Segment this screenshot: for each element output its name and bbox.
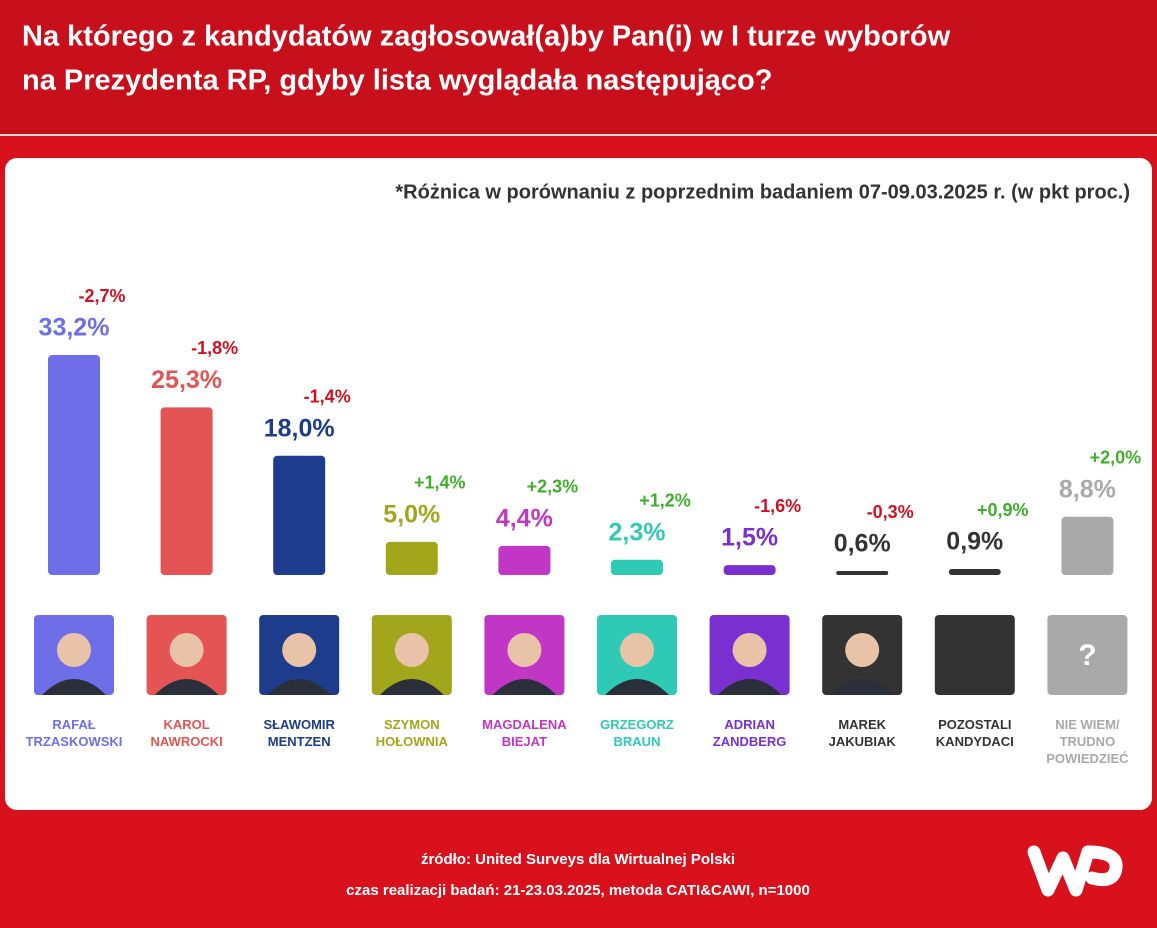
change-label: -2,7%	[78, 286, 125, 306]
photo-head	[620, 633, 654, 667]
source: źródło: United Surveys dla Wirtualnej Po…	[421, 851, 735, 868]
photo-body	[492, 679, 557, 695]
bar	[1061, 516, 1114, 575]
header-band	[0, 0, 1157, 135]
photo	[1047, 615, 1128, 695]
photo-body	[830, 679, 895, 695]
photo-head	[394, 633, 429, 667]
photo-head	[57, 633, 91, 667]
bar	[611, 559, 663, 575]
bar	[48, 355, 100, 575]
category-label: MAREK JAKUBIAK	[828, 717, 896, 749]
photo-body	[605, 679, 669, 695]
category-label: SŁAWOMIR MENTZEN	[263, 717, 335, 749]
bar	[836, 571, 889, 575]
category-label: GRZEGORZ BRAUN	[600, 717, 674, 749]
photo-head	[732, 633, 767, 667]
photo-head	[845, 633, 880, 667]
bar	[498, 545, 551, 575]
category-label: ADRIAN ZANDBERG	[712, 717, 787, 749]
value-label: 25,3%	[151, 366, 222, 394]
photo-body	[379, 679, 444, 695]
value-label: 5,0%	[383, 500, 440, 528]
value-label: 0,9%	[946, 528, 1003, 556]
category-label: NIE WIEM/ TRUDNO POWIEDZIEĆ	[1046, 717, 1129, 766]
value-label: 8,8%	[1059, 475, 1116, 503]
category-label: MAGDALENA BIEJAT	[482, 717, 567, 749]
bar	[160, 407, 213, 575]
change-label: +1,2%	[639, 491, 691, 511]
title: Na którego z kandydatów zagłosował(a)by …	[22, 21, 951, 53]
category-label: POZOSTALI KANDYDACI	[935, 717, 1014, 749]
value-label: 4,4%	[496, 504, 553, 532]
category-label: RAFAŁ TRZASKOWSKI	[25, 717, 123, 749]
logo	[1027, 845, 1123, 897]
change-label: -0,3%	[867, 502, 914, 522]
unknown-icon: ?	[1078, 639, 1096, 672]
photo-body	[42, 679, 106, 695]
bar	[385, 541, 438, 575]
photo-head	[507, 633, 542, 667]
change-label: -1,6%	[754, 496, 801, 516]
photo-head	[282, 633, 317, 667]
value-label: 0,6%	[834, 530, 891, 558]
subtitle: *Różnica w porównaniu z poprzednim badan…	[395, 181, 1130, 203]
bar	[273, 455, 326, 575]
change-label: +2,0%	[1090, 447, 1142, 467]
photo	[934, 615, 1015, 695]
change-label: -1,4%	[304, 387, 351, 407]
change-label: +1,4%	[414, 473, 466, 493]
title: na Prezydenta RP, gdyby lista wyglądała …	[22, 65, 773, 97]
value-label: 2,3%	[609, 518, 666, 546]
photo-body	[267, 679, 332, 695]
photo-head	[169, 633, 204, 667]
value-label: 1,5%	[721, 524, 778, 552]
value-label: 18,0%	[264, 414, 335, 442]
bar	[948, 569, 1001, 575]
change-label: -1,8%	[191, 338, 238, 358]
photo-body	[717, 679, 782, 695]
photo-body	[154, 679, 219, 695]
method: czas realizacji badań: 21-23.03.2025, me…	[346, 882, 810, 899]
change-label: +2,3%	[527, 477, 579, 497]
category-label: KAROL NAWROCKI	[150, 717, 223, 749]
change-label: +0,9%	[977, 500, 1029, 520]
value-label: 33,2%	[39, 314, 110, 342]
bar	[723, 565, 776, 575]
category-label: SZYMON HOŁOWNIA	[375, 717, 448, 749]
